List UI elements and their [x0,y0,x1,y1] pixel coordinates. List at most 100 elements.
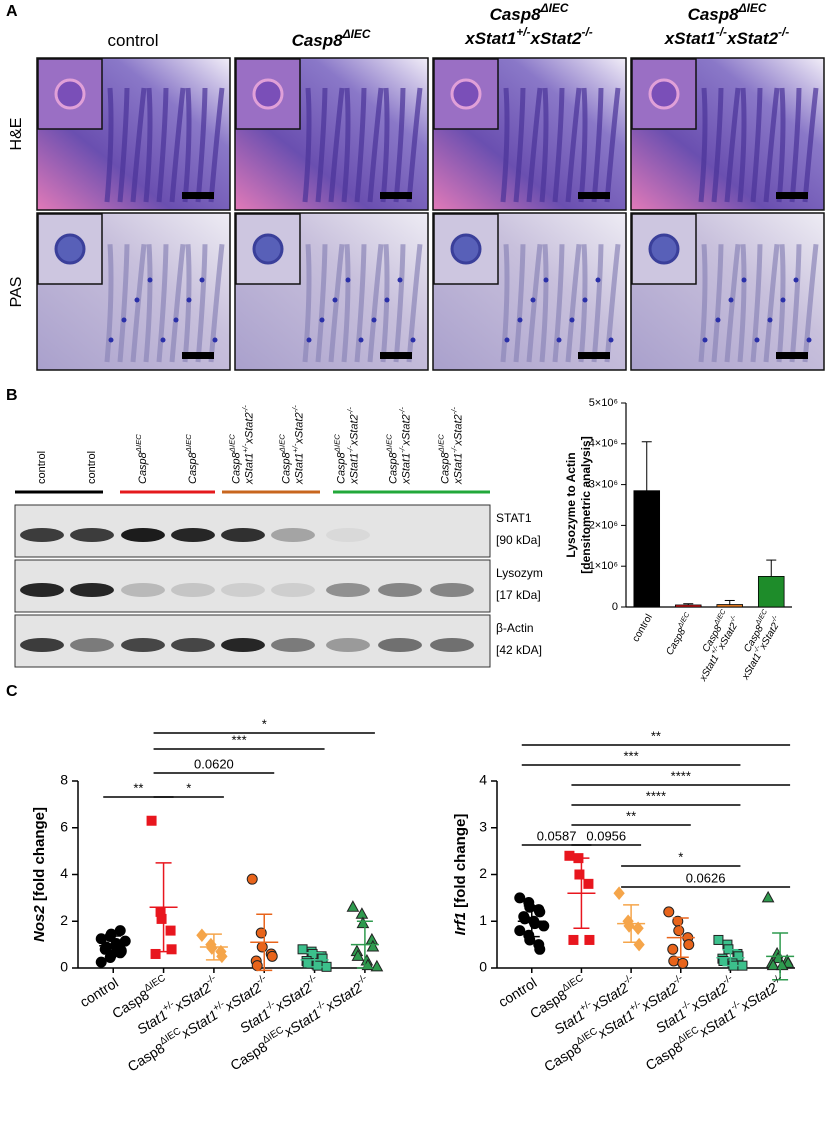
point [524,934,536,946]
villus [354,87,367,203]
goblet-cell [186,297,192,303]
villus [539,87,549,203]
text-part: [fold change] [452,814,469,912]
text-part: xStat2 [452,414,464,446]
text-part: -/- [770,614,780,624]
text-part: Nos2 [31,905,48,942]
y-tick-label: 1×10⁶ [589,560,618,572]
y-tick-label: 0 [479,959,487,975]
text-part: -/- [778,25,789,39]
row-label: H&E [8,118,25,151]
villus [156,87,169,203]
text-part: Casp8 [280,451,292,484]
villus [750,87,763,203]
villus [526,87,543,203]
goblet-cell [319,317,325,323]
point [95,933,107,945]
point [150,948,161,959]
goblet-cell [780,297,786,303]
villus [143,87,153,203]
band-label: [90 kDa] [496,533,541,547]
panel-label: C [6,683,18,700]
text-part: Casp8 [387,451,399,484]
villus [711,87,724,203]
text-part: -/- [753,644,763,654]
lane-label-line: Casp8ΔIEC [134,434,149,484]
text-part: +/- [628,999,644,1015]
text-part: control [107,31,158,50]
row-label: PAS [8,277,25,308]
villus [552,244,565,363]
point [297,944,308,955]
band [221,528,265,542]
y-tick-label: 2×10⁶ [589,519,618,531]
text-part: ΔIEC [713,608,728,627]
villus [526,243,543,363]
text-part: ΔIEC [184,434,193,453]
villus [698,244,708,363]
text-part: +/- [516,25,530,39]
villus [302,87,312,203]
villus [143,244,153,363]
panel-label: B [6,387,18,404]
goblet-cell [306,337,312,343]
band [20,528,64,542]
inset-detail [252,233,284,265]
text-part: ΔIEC [738,1,767,15]
goblet-cell [741,277,747,283]
text-part: Casp8 [335,451,347,484]
scale-bar [578,352,610,359]
band-label: [17 kDa] [496,588,541,602]
text-part: ΔIEC [755,608,770,627]
point [370,959,384,972]
villus [169,243,186,363]
x-tick-label-line: Casp8ΔIEC [663,611,697,657]
text-part: +/- [240,443,249,453]
goblet-cell [160,337,166,343]
villus [315,87,328,203]
text-part: Casp8 [187,451,199,484]
significance-label: 0.0626 [686,870,726,885]
band [271,638,315,652]
text-part: xStat2 [348,414,360,446]
band [20,583,64,597]
y-tick-label: 2 [60,912,68,928]
point [246,873,258,885]
goblet-cell [371,317,377,323]
scale-bar [776,352,808,359]
text-part: ΔIEC [277,434,286,453]
y-tick-label: 3×10⁶ [589,479,618,491]
goblet-cell [702,337,708,343]
lane-label-line: xStat1+/-xStat2-/- [290,405,305,485]
villus [380,244,390,363]
bar [633,490,661,608]
text-part: -/- [716,25,727,39]
inset-detail [450,233,482,265]
villus [117,87,130,203]
villus [513,87,526,203]
point [632,921,644,936]
band [171,583,215,597]
text-part: ΔIEC [342,27,371,41]
goblet-cell [806,337,812,343]
band-label: [42 kDA] [496,643,542,657]
villus [195,244,208,363]
lane-label-line: Casp8ΔIEC [436,434,451,484]
villus [367,87,384,203]
scale-bar [380,352,412,359]
y-axis-label: Lysozyme to Actin [564,452,578,557]
point [564,850,575,861]
villus [500,87,510,203]
point [514,892,526,904]
villus [802,87,819,203]
text-part: +/- [161,999,177,1015]
lane-label-line: Casp8ΔIEC [277,434,292,484]
point [366,939,380,952]
point [538,920,550,932]
panel-label: A [6,3,18,20]
text-part: xStat1 [664,29,716,48]
significance-label: **** [646,788,666,803]
lane-label: Casp8ΔIEC [184,434,199,484]
goblet-cell [199,277,205,283]
